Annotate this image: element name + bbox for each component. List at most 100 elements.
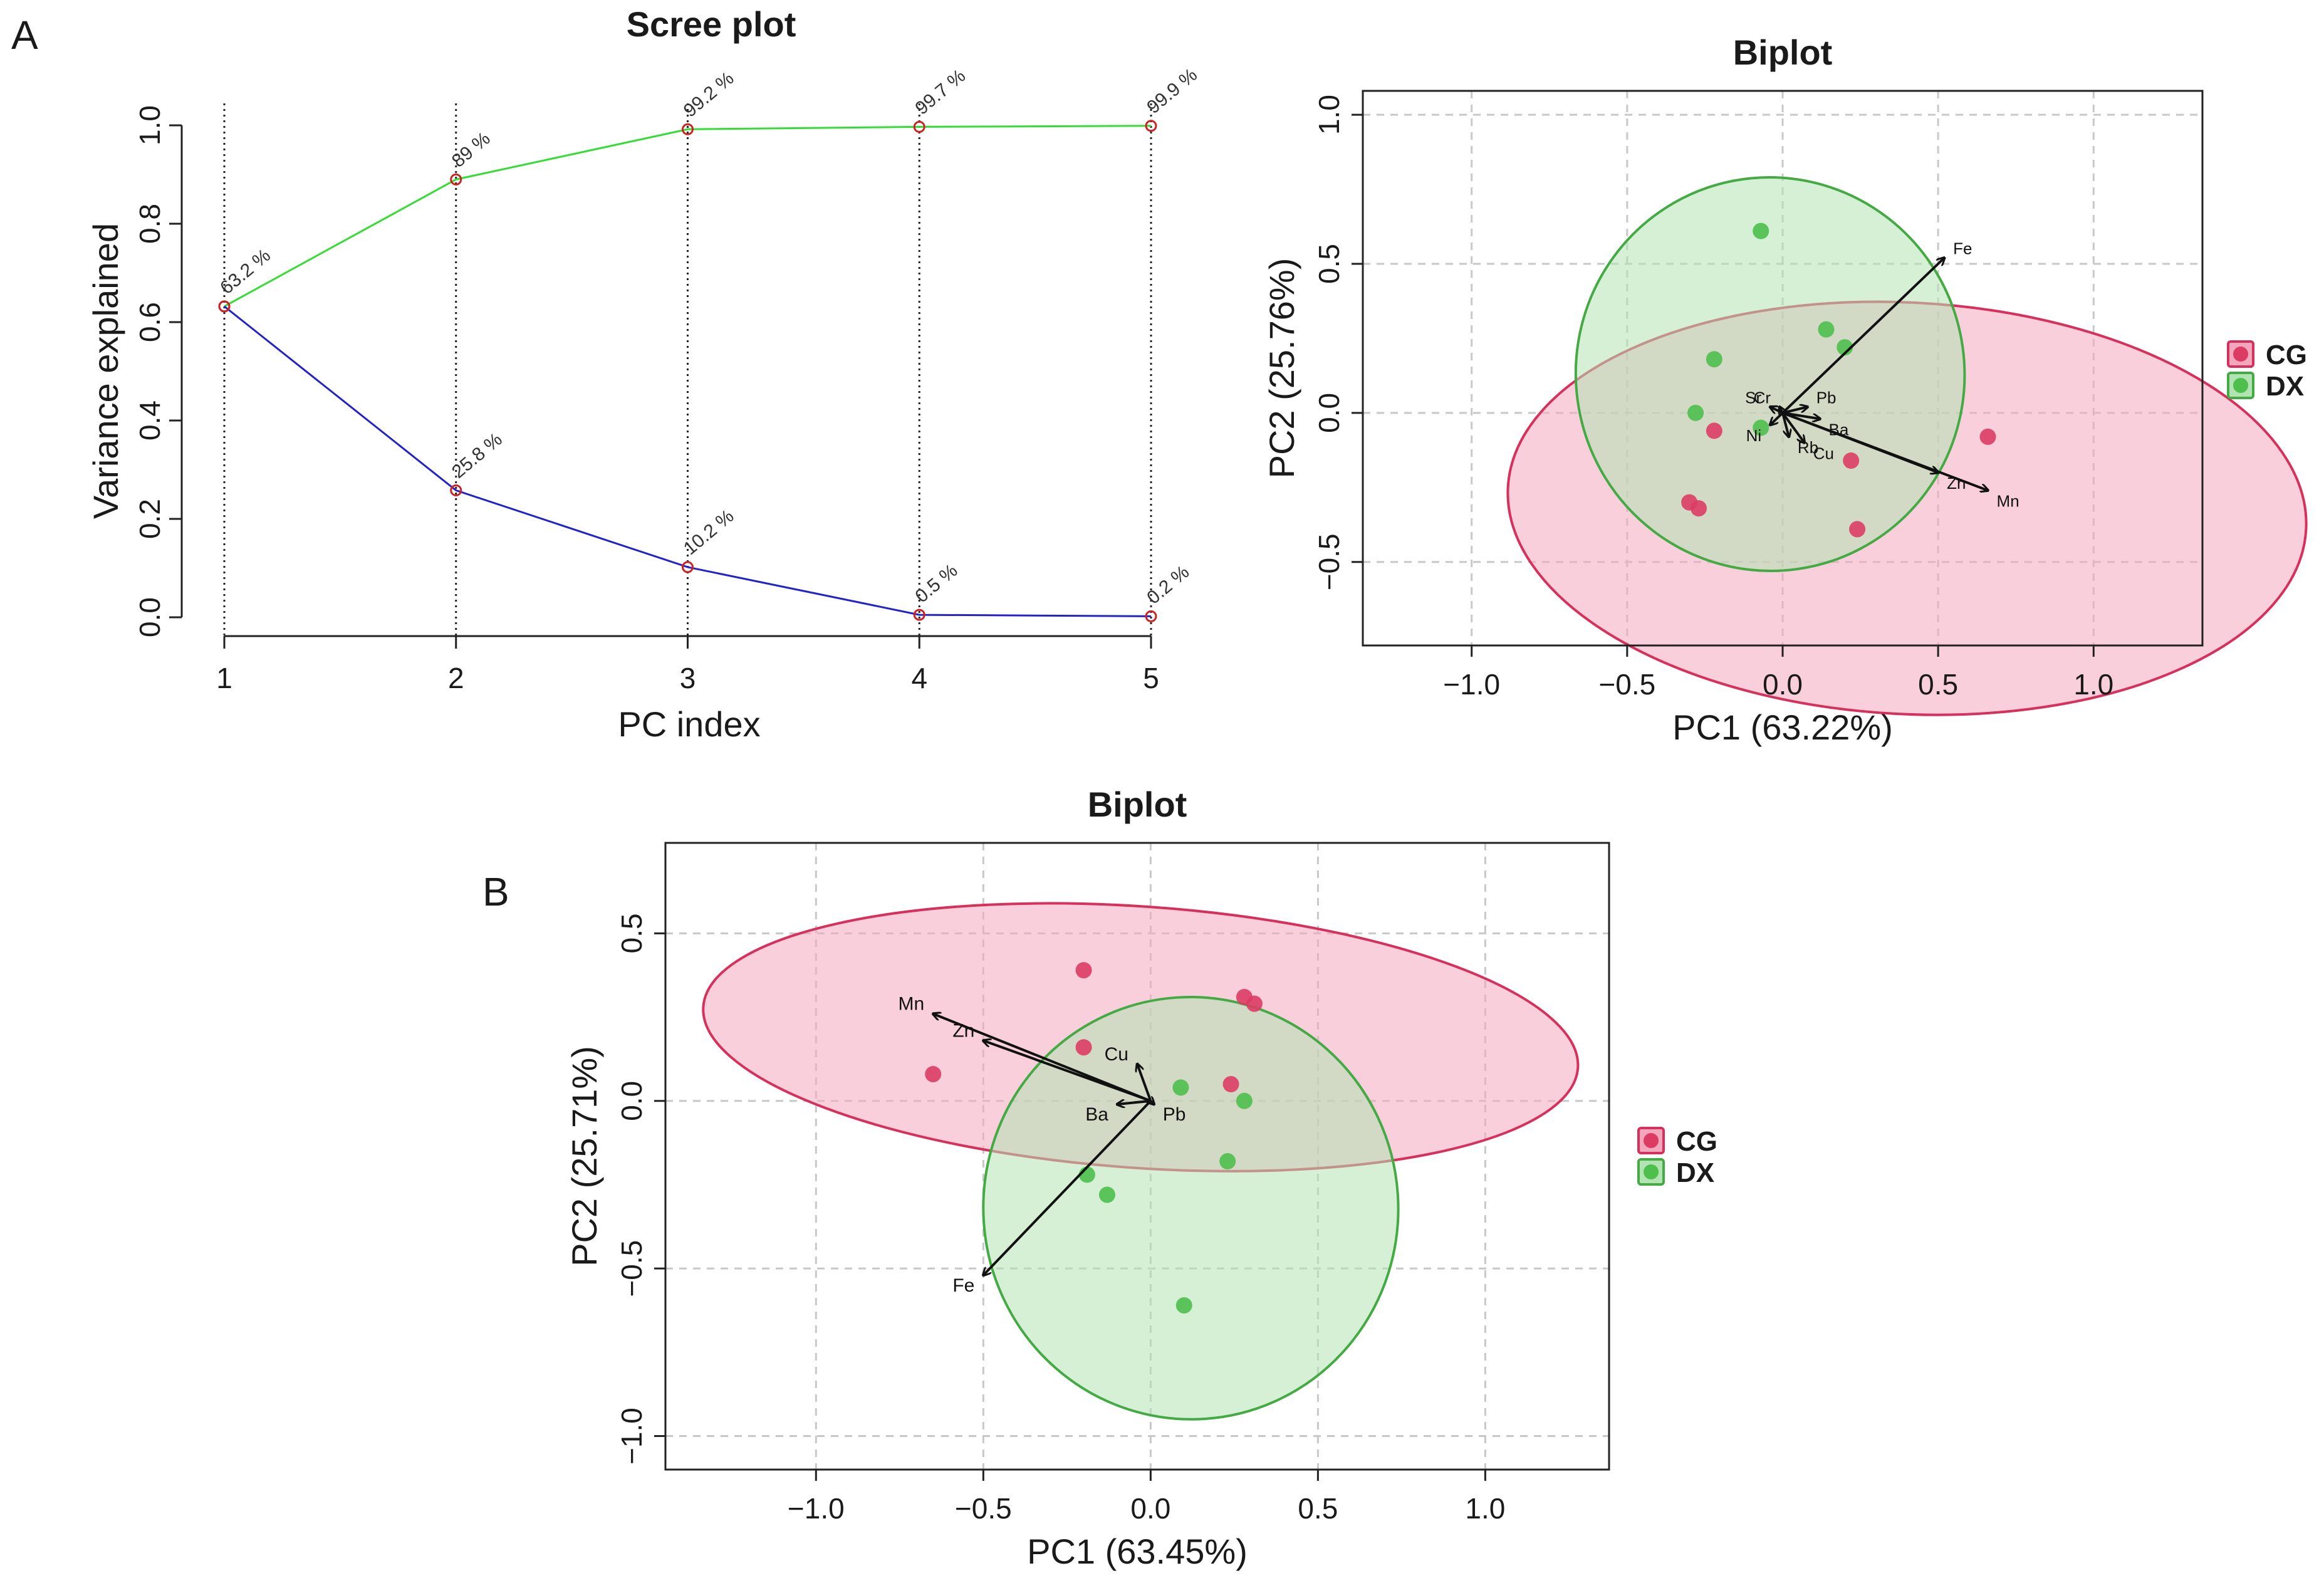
cumulative-point: [450, 173, 462, 185]
loading-arrow-ba: [1782, 411, 1820, 419]
x-tick-label: 0.5: [1298, 1492, 1338, 1525]
y-tick-label: 0.0: [133, 597, 166, 637]
loading-label-zn: Zn: [1947, 474, 1966, 493]
individual-point: [682, 561, 694, 573]
y-tick-label: 0.5: [1313, 244, 1345, 284]
x-tick-label: 2: [448, 662, 464, 694]
cg-point: [1849, 521, 1866, 538]
y-tick-label: −0.5: [1313, 533, 1345, 590]
x-tick-label: 4: [911, 662, 927, 694]
loading-arrow-ba: [1117, 1101, 1151, 1104]
dx-legend-marker: [2233, 378, 2248, 393]
y-tick-label: −1.0: [615, 1408, 648, 1465]
dx-point: [1098, 1186, 1115, 1203]
scree-plot: Scree plot 0.0 0.2 0.4 0.6 0.8 1.0 1 2 3 4 5 PC inde…: [86, 4, 1201, 744]
cg-point: [1979, 428, 1996, 445]
y-tick-label: 0.2: [133, 499, 166, 539]
individual-point: [1145, 610, 1157, 622]
dx-point: [1753, 222, 1769, 239]
loading-arrow-ni: [1770, 412, 1784, 425]
cg-legend-marker: [2233, 347, 2248, 362]
y-axis-title: Variance explained: [86, 223, 125, 519]
y-tick-label: 0.5: [615, 913, 648, 953]
cg-point: [925, 1065, 942, 1082]
y-axis-title: PC2 (25.71%): [565, 1046, 604, 1267]
x-tick-label: 0.0: [1130, 1492, 1170, 1525]
x-tick-label: 1.0: [2073, 668, 2113, 701]
dx-point: [1837, 339, 1853, 356]
dx-legend-marker: [1644, 1164, 1659, 1179]
dx-point: [1706, 351, 1722, 368]
loading-arrow-pb: [1782, 407, 1808, 414]
y-tick-label: 0.0: [615, 1081, 648, 1121]
loading-label-ni: Ni: [1746, 426, 1762, 445]
cg-point: [1706, 422, 1722, 439]
dx-confidence-ellipse: [982, 996, 1400, 1421]
loading-label-ba: Ba: [1085, 1104, 1108, 1125]
y-tick-label: 0.4: [133, 400, 166, 441]
y-tick-label: 1.0: [133, 105, 166, 145]
cg-point: [1075, 962, 1092, 979]
dx-point: [1175, 1297, 1192, 1314]
dx-point: [1172, 1079, 1189, 1096]
loading-label-mn: Mn: [899, 994, 925, 1015]
x-axis-title: PC index: [618, 704, 760, 744]
x-tick-label: 1: [216, 662, 232, 694]
cg-point: [1246, 995, 1263, 1012]
dx-point: [1219, 1153, 1236, 1170]
x-tick-label: 1.0: [1465, 1492, 1505, 1525]
cg-point: [1222, 1076, 1239, 1093]
cg-legend-label: CG: [1676, 1126, 1717, 1157]
loading-label-fe: Fe: [1953, 239, 1972, 258]
x-axis-title: PC1 (63.22%): [1672, 708, 1893, 747]
loading-arrow-fe: [1781, 258, 1944, 414]
loading-label-ba: Ba: [1829, 420, 1849, 439]
y-axis-title: PC2 (25.76%): [1262, 258, 1301, 479]
dx-point: [1687, 404, 1704, 421]
plot-frame: [664, 842, 1610, 1471]
scree-title: Scree plot: [627, 4, 796, 44]
loading-label-pb: Pb: [1816, 388, 1837, 407]
x-tick-label: −0.5: [1598, 668, 1655, 701]
biplot-title: Biplot: [1733, 33, 1833, 72]
dx-legend-label: DX: [2266, 371, 2304, 402]
cumulative-pct-label: 89 %: [448, 128, 494, 171]
cumulative-line: [224, 125, 1152, 308]
y-tick-label: 0.6: [133, 302, 166, 342]
cg-point: [1843, 452, 1860, 469]
x-tick-label: −0.5: [955, 1492, 1012, 1525]
loading-label-cu: Cu: [1105, 1044, 1128, 1065]
dx-point: [1753, 419, 1769, 436]
dx-point: [1818, 321, 1835, 338]
loading-label-pb: Pb: [1163, 1104, 1186, 1125]
panel-label-b: B: [482, 869, 509, 914]
cumulative-pct-label: 99.9 %: [1143, 65, 1201, 118]
cumulative-point: [1145, 120, 1157, 132]
loading-arrow-cr: [1779, 407, 1783, 413]
x-tick-label: −1.0: [1443, 668, 1500, 701]
loading-label-mn: Mn: [1997, 492, 2019, 511]
cg-legend-label: CG: [2266, 340, 2307, 370]
individual-point: [218, 300, 231, 313]
individual-line: [224, 305, 1152, 617]
cg-legend-marker: [1644, 1133, 1659, 1148]
y-tick-label: 0.0: [1313, 393, 1345, 433]
x-tick-label: 0.0: [1763, 668, 1803, 701]
loading-label-cr: Cr: [1754, 388, 1771, 407]
individual-point: [450, 484, 462, 496]
y-tick-label: 0.8: [133, 204, 166, 244]
cumulative-point: [682, 123, 694, 135]
cg-point: [1691, 500, 1707, 517]
loading-arrow-zn: [1782, 412, 1938, 473]
loading-label-cu: Cu: [1813, 444, 1834, 462]
biplot-b: Biplot Mn Zn Cu Ba Pb Fe −1.0 −0.5 0.0 0.5 1.0 −1.0 −…: [565, 785, 1717, 1571]
cg-point: [1075, 1039, 1092, 1056]
x-tick-label: 0.5: [1918, 668, 1958, 701]
x-tick-label: −1.0: [788, 1492, 845, 1525]
cumulative-pct-label: 63.2 %: [216, 245, 274, 298]
individual-pct-label: 0.2 %: [1143, 562, 1193, 609]
panel-label-a: A: [11, 13, 38, 58]
cumulative-pct-label: 99.2 %: [680, 68, 738, 121]
y-tick-label: −0.5: [615, 1240, 648, 1297]
